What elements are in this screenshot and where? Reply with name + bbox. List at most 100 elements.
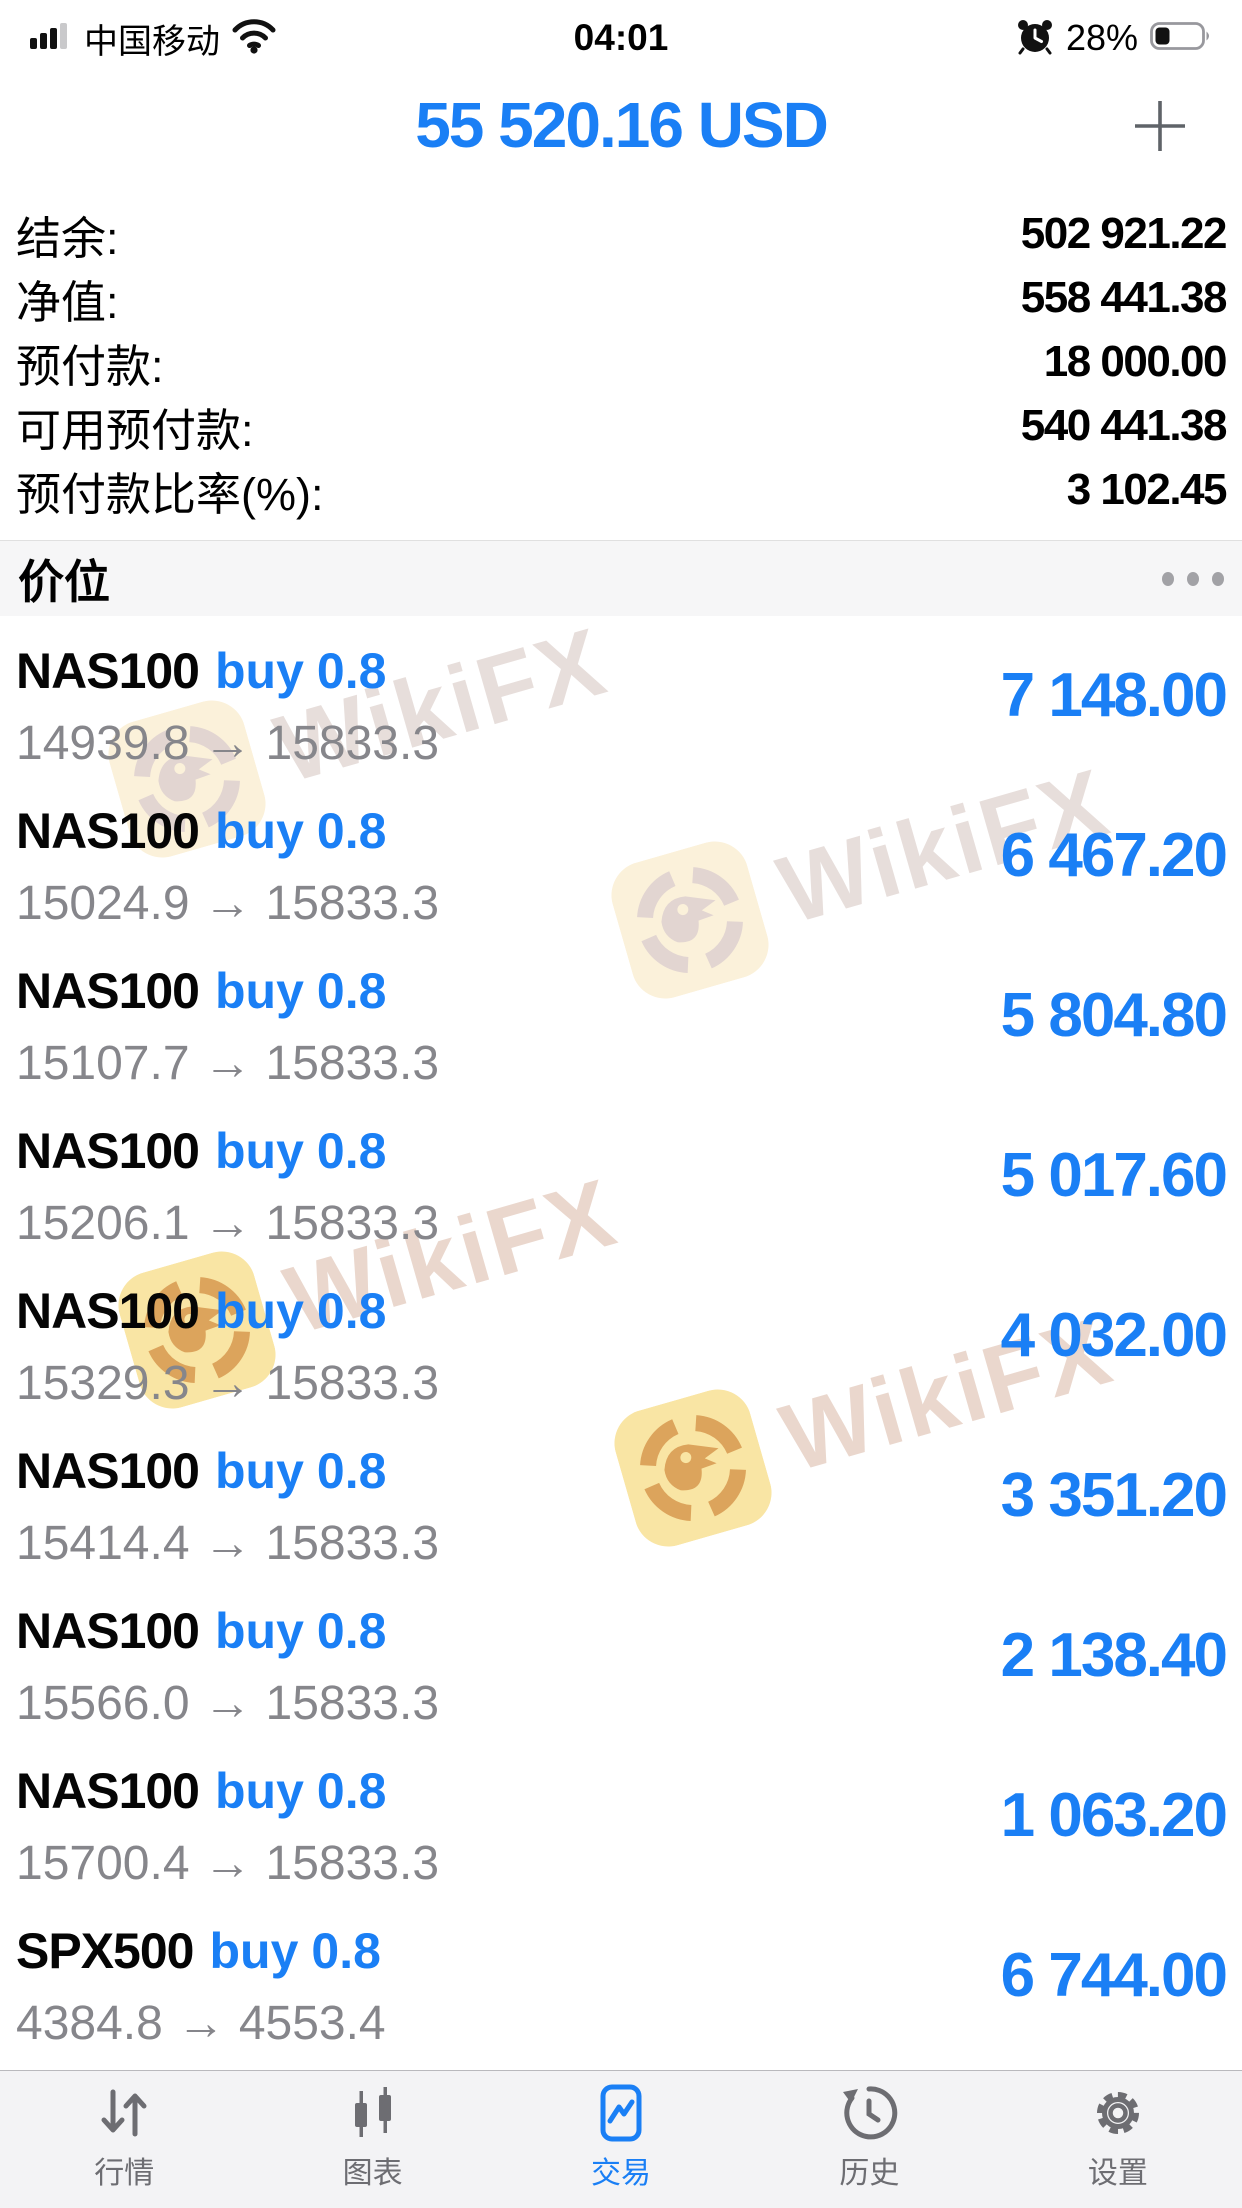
position-symbol: SPX500 (16, 1923, 194, 1979)
battery-percent-label: 28% (1065, 17, 1138, 58)
account-row-label: 预付款: (16, 340, 164, 392)
tab-settings[interactable]: 设置 (994, 2071, 1242, 2208)
account-balance-title: 55 520.16 USD (415, 89, 829, 161)
open-price: 15107.7 (16, 1037, 190, 1090)
open-price: 15414.4 (16, 1517, 190, 1570)
position-side-volume: buy 0.8 (215, 1123, 387, 1179)
account-row-value: 18 000.00 (1043, 337, 1228, 386)
positions-list: NAS100 buy 0.8 14939.8 → 15833.3 7 148.00… (0, 628, 1242, 2068)
position-prices: 15414.4 → 15833.3 (16, 1516, 439, 1571)
candlestick-icon (343, 2081, 403, 2145)
carrier-label: 中国移动 (84, 22, 220, 61)
arrow-right-icon: → (176, 1997, 225, 2050)
position-prices: 14939.8 → 15833.3 (16, 716, 439, 771)
account-row-label: 净值: (16, 276, 119, 328)
position-profit: 5 804.80 (1000, 981, 1228, 1050)
position-profit: 7 148.00 (1000, 661, 1228, 730)
arrow-right-icon: → (203, 1037, 252, 1090)
position-row[interactable]: SPX500 buy 0.8 4384.8 → 4553.4 6 744.00 (0, 1908, 1242, 2068)
position-row[interactable]: NAS100 buy 0.8 14939.8 → 15833.3 7 148.00 (0, 628, 1242, 788)
open-price: 15206.1 (16, 1197, 190, 1250)
position-prices: 15566.0 → 15833.3 (16, 1676, 439, 1731)
position-side-volume: buy 0.8 (215, 963, 387, 1019)
arrow-right-icon: → (203, 1197, 252, 1250)
current-price: 4553.4 (238, 1997, 386, 2050)
tab-label: 图表 (342, 2157, 403, 2190)
position-row[interactable]: NAS100 buy 0.8 15107.7 → 15833.3 5 804.80 (0, 948, 1242, 1108)
position-row[interactable]: NAS100 buy 0.8 15206.1 → 15833.3 5 017.60 (0, 1108, 1242, 1268)
account-row-value: 558 441.38 (1020, 273, 1228, 322)
position-side-volume: buy 0.8 (215, 1283, 387, 1339)
position-prices: 15206.1 → 15833.3 (16, 1196, 439, 1251)
position-side-volume: buy 0.8 (215, 1603, 387, 1659)
tab-label: 历史 (839, 2157, 900, 2190)
position-prices: 15024.9 → 15833.3 (16, 876, 439, 931)
section-menu-button[interactable] (1142, 562, 1224, 596)
position-symbol: NAS100 (16, 1603, 200, 1659)
open-price: 14939.8 (16, 717, 190, 770)
open-price: 4384.8 (16, 1997, 163, 2050)
status-bar: 中国移动 04:01 (0, 0, 1242, 66)
tab-history[interactable]: 历史 (745, 2071, 993, 2208)
position-side-volume: buy 0.8 (215, 643, 387, 699)
updown-arrows-icon (94, 2081, 154, 2145)
position-row[interactable]: NAS100 buy 0.8 15700.4 → 15833.3 1 063.20 (0, 1748, 1242, 1908)
bottom-tab-bar: 行情 图表 交易 历史 设置 (0, 2070, 1242, 2208)
signal-strength-icon (30, 21, 72, 56)
position-symbol: NAS100 (16, 643, 200, 699)
open-price: 15566.0 (16, 1677, 190, 1730)
positions-section-bar: 价位 (0, 540, 1242, 616)
position-symbol: NAS100 (16, 963, 200, 1019)
arrow-right-icon: → (203, 1677, 252, 1730)
add-button[interactable] (1130, 96, 1190, 156)
position-profit: 6 744.00 (1000, 1941, 1228, 2010)
account-summary-row: 可用预付款: 540 441.38 (16, 394, 1228, 458)
position-side-volume: buy 0.8 (209, 1923, 381, 1979)
position-symbol: NAS100 (16, 1123, 200, 1179)
account-summary-row: 预付款: 18 000.00 (16, 330, 1228, 394)
arrow-right-icon: → (203, 1837, 252, 1890)
gear-icon (1088, 2081, 1148, 2145)
trade-chart-icon (591, 2081, 651, 2145)
position-profit: 4 032.00 (1000, 1301, 1228, 1370)
account-summary-row: 净值: 558 441.38 (16, 266, 1228, 330)
current-price: 15833.3 (265, 1357, 440, 1410)
position-row[interactable]: NAS100 buy 0.8 15024.9 → 15833.3 6 467.20 (0, 788, 1242, 948)
tab-trade[interactable]: 交易 (497, 2071, 745, 2208)
account-row-label: 预付款比率(%): (16, 468, 324, 520)
open-price: 15700.4 (16, 1837, 190, 1890)
position-symbol: NAS100 (16, 1283, 200, 1339)
account-row-value: 3 102.45 (1066, 465, 1228, 514)
position-prices: 15329.3 → 15833.3 (16, 1356, 439, 1411)
tab-quotes[interactable]: 行情 (0, 2071, 248, 2208)
position-row[interactable]: NAS100 buy 0.8 15566.0 → 15833.3 2 138.40 (0, 1588, 1242, 1748)
tab-label: 设置 (1087, 2157, 1148, 2190)
position-row[interactable]: NAS100 buy 0.8 15329.3 → 15833.3 4 032.00 (0, 1268, 1242, 1428)
current-price: 15833.3 (265, 1037, 440, 1090)
position-profit: 5 017.60 (1000, 1141, 1228, 1210)
account-row-value: 502 921.22 (1020, 209, 1228, 258)
position-prices: 15700.4 → 15833.3 (16, 1836, 439, 1891)
open-price: 15024.9 (16, 877, 190, 930)
position-side-volume: buy 0.8 (215, 803, 387, 859)
position-symbol: NAS100 (16, 803, 200, 859)
arrow-right-icon: → (203, 1517, 252, 1570)
tab-charts[interactable]: 图表 (248, 2071, 496, 2208)
position-symbol: NAS100 (16, 1443, 200, 1499)
position-profit: 2 138.40 (1000, 1621, 1228, 1690)
account-row-label: 可用预付款: (16, 404, 254, 456)
current-price: 15833.3 (265, 717, 440, 770)
current-price: 15833.3 (265, 877, 440, 930)
position-symbol: NAS100 (16, 1763, 200, 1819)
account-row-value: 540 441.38 (1020, 401, 1228, 450)
position-row[interactable]: NAS100 buy 0.8 15414.4 → 15833.3 3 351.20 (0, 1428, 1242, 1588)
position-profit: 3 351.20 (1000, 1461, 1228, 1530)
tab-label: 交易 (591, 2157, 652, 2190)
current-price: 15833.3 (265, 1837, 440, 1890)
current-price: 15833.3 (265, 1197, 440, 1250)
position-side-volume: buy 0.8 (215, 1763, 387, 1819)
open-price: 15329.3 (16, 1357, 190, 1410)
arrow-right-icon: → (203, 717, 252, 770)
position-profit: 6 467.20 (1000, 821, 1228, 890)
account-summary-row: 结余: 502 921.22 (16, 202, 1228, 266)
